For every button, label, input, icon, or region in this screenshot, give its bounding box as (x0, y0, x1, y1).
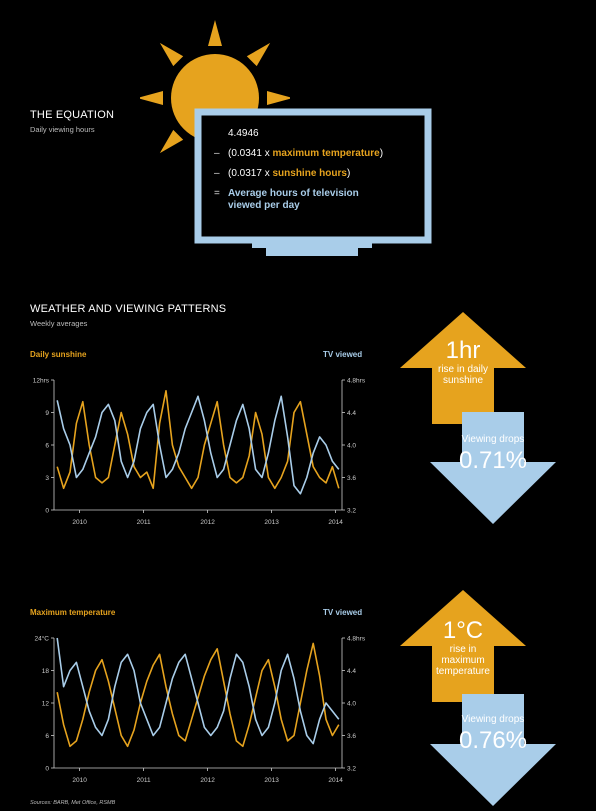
left-tick-label: 0 (45, 507, 49, 514)
arrow2-up-small: rise in maximum temperature (436, 644, 490, 677)
equation-var-temp: maximum temperature (272, 148, 380, 159)
equation-term-temperature: – (0.0341 x maximum temperature) (214, 148, 419, 159)
tv-icon (194, 108, 432, 256)
series-line-weather (56, 642, 340, 748)
equation-constant: 4.4946 (228, 128, 259, 139)
up-arrow-icon (400, 590, 526, 702)
right-tick-label: 4.4 (347, 410, 356, 417)
chart2-right-label: TV viewed (323, 608, 363, 617)
right-tick-label: 4.4 (347, 668, 356, 675)
x-tick-label: 2011 (137, 777, 151, 784)
arrow2-down-small: Viewing drops (461, 714, 525, 725)
left-tick-label: 3 (45, 475, 49, 482)
right-tick-label: 3.6 (347, 733, 356, 740)
arrow1-down-small: Viewing drops (461, 434, 525, 445)
equation-close-sun: ) (346, 168, 351, 179)
section-subtitle: Weekly averages (30, 319, 88, 328)
source-note: Sources: BARB, Met Office, RSMB (30, 800, 116, 806)
section-title: WEATHER AND VIEWING PATTERNS (30, 303, 227, 315)
arrow2-up-text: 1°C rise in maximum temperature (428, 617, 498, 678)
arrow1-up-small: rise in daily sunshine (437, 364, 489, 386)
left-tick-label: 24°C (34, 634, 49, 642)
equation-result: = Average hours of television viewed per… (214, 188, 419, 212)
x-tick-label: 2014 (328, 777, 343, 784)
arrow1-up-big: 1hr (445, 337, 481, 364)
equation-coef-sun: (0.0317 x (228, 168, 273, 179)
x-tick-label: 2010 (72, 777, 87, 784)
minus-sign: – (214, 148, 220, 159)
right-tick-label: 4.8hrs (347, 635, 366, 642)
series-line-tv (56, 395, 340, 495)
equals-sign: = (214, 188, 220, 199)
equation-title: THE EQUATION (30, 109, 115, 121)
equation-subtitle: Daily viewing hours (30, 125, 95, 134)
chart1-left-label: Daily sunshine (30, 350, 87, 359)
arrow2-down-big: 0.76% (458, 727, 528, 754)
arrow1-up-text: 1hr rise in daily sunshine (432, 337, 494, 387)
minus-sign: – (214, 168, 220, 179)
left-tick-label: 9 (45, 410, 49, 417)
left-tick-label: 18 (42, 668, 50, 675)
right-tick-label: 3.6 (347, 475, 356, 482)
x-tick-label: 2014 (328, 519, 343, 526)
down-arrow-icon (430, 412, 556, 524)
right-tick-label: 3.2 (347, 765, 356, 772)
arrow1-down-big: 0.71% (458, 447, 528, 474)
right-tick-label: 4.8hrs (347, 377, 366, 384)
equation-term-sunshine: – (0.0317 x sunshine hours) (214, 168, 419, 179)
right-tick-label: 3.2 (347, 507, 356, 514)
left-tick-label: 6 (45, 733, 49, 740)
chart1-right-label: TV viewed (323, 350, 363, 359)
left-tick-label: 0 (45, 765, 49, 772)
up-arrow-icon (400, 312, 526, 424)
x-tick-label: 2013 (264, 519, 279, 526)
chart-sunshine-tv: 0 3 6 9 12hrs 3.2 3.6 4.0 4.4 4.8hrs 2010 2011 2012 2… (33, 377, 366, 526)
equation-box: 4.4946 – (0.0341 x maximum temperature) –… (214, 128, 419, 212)
equation-close-temp: ) (379, 148, 384, 159)
arrow1-down-text: Viewing drops 0.71% (455, 434, 531, 475)
series-line-tv (56, 637, 340, 745)
x-tick-label: 2012 (200, 777, 215, 784)
x-tick-label: 2010 (72, 519, 87, 526)
x-tick-label: 2013 (264, 777, 279, 784)
equation-result-label: Average hours of television viewed per d… (228, 188, 359, 211)
equation-coef-temp: (0.0341 x (228, 148, 273, 159)
left-tick-label: 12 (42, 700, 50, 707)
down-arrow-icon (430, 694, 556, 806)
series-line-weather (56, 389, 340, 490)
arrow2-down-text: Viewing drops 0.76% (455, 714, 531, 755)
x-tick-label: 2011 (137, 519, 151, 526)
right-tick-label: 4.0 (347, 442, 356, 449)
equation-var-sun: sunshine hours (272, 168, 347, 179)
x-tick-label: 2012 (200, 519, 215, 526)
left-tick-label: 6 (45, 442, 49, 449)
chart2-left-label: Maximum temperature (30, 608, 116, 617)
arrow2-up-big: 1°C (442, 617, 484, 644)
chart-temperature-tv: 0 6 12 18 24°C 3.2 3.6 4.0 4.4 4.8hrs 2010 2011 2012… (34, 634, 366, 784)
right-tick-label: 4.0 (347, 700, 356, 707)
left-tick-label: 12hrs (33, 377, 50, 384)
